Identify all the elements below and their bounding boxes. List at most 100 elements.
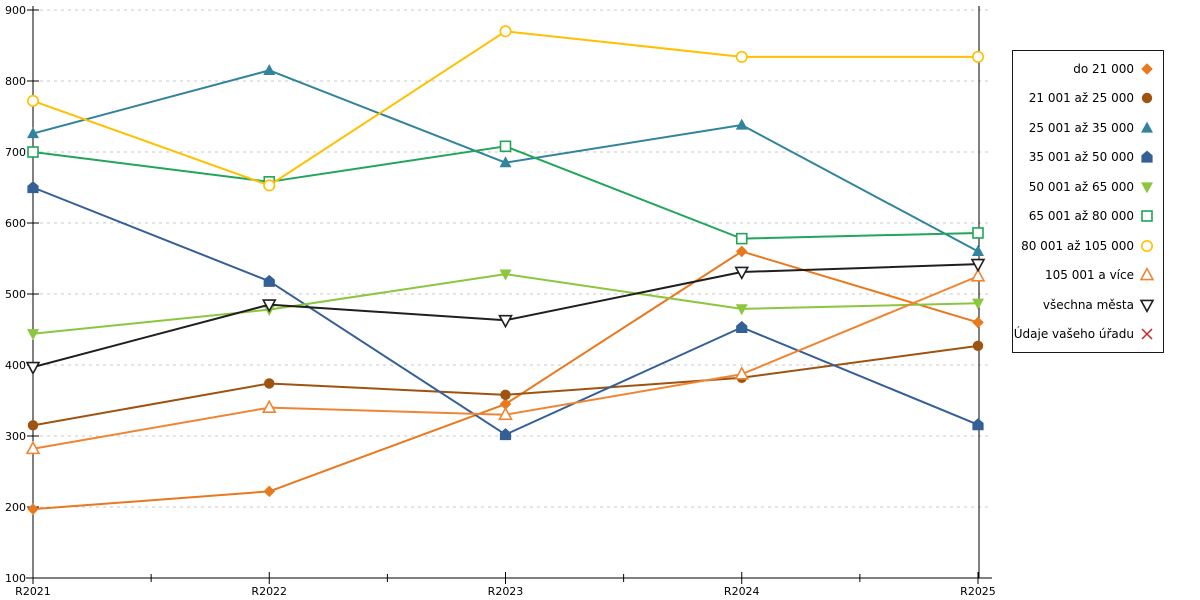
- y-tick-label: 300: [5, 430, 26, 443]
- triangle-up-marker-icon: [1139, 266, 1155, 283]
- legend-item-label: 21 001 až 25 000: [1028, 91, 1134, 106]
- legend-item: 65 001 až 80 000: [1019, 207, 1155, 225]
- square-marker-icon: [1139, 208, 1155, 224]
- legend-item-label: 65 001 až 80 000: [1028, 209, 1134, 224]
- data-point-marker: [1141, 121, 1153, 133]
- circle-marker-icon: [1139, 238, 1155, 254]
- series: [27, 140, 984, 245]
- data-point-marker: [735, 304, 748, 316]
- data-point-marker: [25, 440, 41, 455]
- data-point-marker: [971, 50, 984, 63]
- y-tick-label: 900: [5, 4, 26, 17]
- data-point-marker: [1141, 210, 1153, 222]
- legend-item: 35 001 až 50 000: [1019, 148, 1155, 166]
- data-point-marker: [972, 227, 984, 239]
- circle-marker-icon: [1139, 90, 1155, 106]
- data-point-marker: [735, 118, 748, 130]
- data-point-marker: [970, 268, 986, 282]
- data-point-marker: [261, 399, 277, 413]
- y-tick-label: 100: [5, 572, 26, 585]
- y-tick-label: 800: [5, 75, 26, 88]
- data-point-marker: [261, 299, 277, 313]
- legend-item: 105 001 a více: [1019, 266, 1155, 284]
- data-point-marker: [499, 269, 512, 281]
- line-chart: 100 200 300 400 500 600 700 800 900 R2021 R2022 R20…: [5, 4, 996, 598]
- data-point-marker: [735, 232, 748, 245]
- data-point-marker: [263, 485, 276, 498]
- series: [27, 181, 984, 441]
- data-point-marker: [972, 245, 984, 256]
- series-line: [32, 275, 979, 450]
- y-tick-label: 700: [5, 146, 26, 159]
- series-line: [32, 250, 979, 511]
- series: [27, 269, 984, 341]
- legend-item: do 21 000: [1019, 60, 1155, 78]
- data-point-marker: [1141, 328, 1153, 340]
- data-point-marker: [27, 503, 39, 515]
- data-point-marker: [27, 127, 39, 139]
- legend-item-label: 35 001 až 50 000: [1028, 150, 1134, 165]
- x-tick-label: R2023: [488, 585, 524, 598]
- data-point-marker: [25, 361, 41, 376]
- legend-item-label: 25 001 až 35 000: [1028, 120, 1134, 135]
- legend-item-label: všechna města: [1042, 297, 1134, 312]
- y-tick-label: 600: [5, 217, 26, 230]
- data-point-marker: [1141, 150, 1153, 163]
- x-tick-label: R2024: [724, 585, 760, 598]
- data-point-marker: [499, 428, 512, 441]
- legend-item: 21 001 až 25 000: [1019, 89, 1155, 107]
- data-point-marker: [498, 406, 513, 421]
- x-tick-label: R2025: [960, 585, 996, 598]
- data-point-marker: [1141, 239, 1153, 252]
- series: [27, 340, 984, 431]
- data-point-marker: [972, 298, 984, 310]
- data-point-marker: [735, 50, 748, 63]
- data-point-marker: [264, 378, 275, 389]
- x-marker-icon: [1139, 326, 1155, 342]
- legend: do 21 000 21 001 až 25 000 25 001 až 35 00…: [1012, 50, 1164, 353]
- y-tick-label: 400: [5, 359, 26, 372]
- data-point-marker: [972, 340, 984, 352]
- legend-item: všechna města: [1019, 296, 1155, 314]
- data-point-marker: [972, 418, 984, 431]
- triangle-up-marker-icon: [1139, 120, 1155, 136]
- data-point-marker: [26, 94, 39, 107]
- diamond-marker-icon: [1139, 61, 1155, 77]
- data-point-marker: [499, 398, 512, 410]
- legend-item: Údaje vašeho úřadu: [1014, 325, 1155, 343]
- legend-item-label: 50 001 až 65 000: [1028, 179, 1134, 194]
- data-point-marker: [498, 314, 513, 329]
- data-point-marker: [970, 258, 986, 273]
- legend-item-label: do 21 000: [1073, 62, 1134, 76]
- data-point-marker: [499, 25, 512, 38]
- y-tick-label: 200: [5, 501, 26, 514]
- data-point-marker: [27, 146, 39, 158]
- data-point-marker: [27, 329, 39, 341]
- series: [26, 25, 984, 192]
- series: [25, 268, 986, 455]
- pentagon-marker-icon: [1139, 149, 1155, 165]
- triangle-down-marker-icon: [1139, 297, 1155, 313]
- data-point-marker: [27, 420, 39, 431]
- triangle-down-marker-icon: [1139, 179, 1155, 195]
- series: [27, 63, 984, 256]
- x-tick-label: R2022: [251, 585, 287, 598]
- data-point-marker: [500, 389, 511, 401]
- data-point-marker: [736, 320, 748, 333]
- series: [27, 245, 984, 515]
- data-point-marker: [1141, 93, 1153, 104]
- series: [25, 258, 986, 376]
- data-point-marker: [499, 156, 512, 168]
- legend-item: 50 001 až 65 000: [1019, 178, 1155, 196]
- data-point-marker: [1141, 63, 1153, 75]
- x-tick-label: R2021: [15, 585, 51, 598]
- data-point-marker: [1139, 266, 1155, 281]
- data-point-marker: [1139, 299, 1155, 313]
- data-point-marker: [735, 245, 748, 258]
- data-point-marker: [734, 266, 750, 281]
- data-point-marker: [972, 316, 984, 329]
- data-point-marker: [1141, 182, 1153, 194]
- data-point-marker: [263, 63, 276, 75]
- data-point-marker: [499, 140, 512, 153]
